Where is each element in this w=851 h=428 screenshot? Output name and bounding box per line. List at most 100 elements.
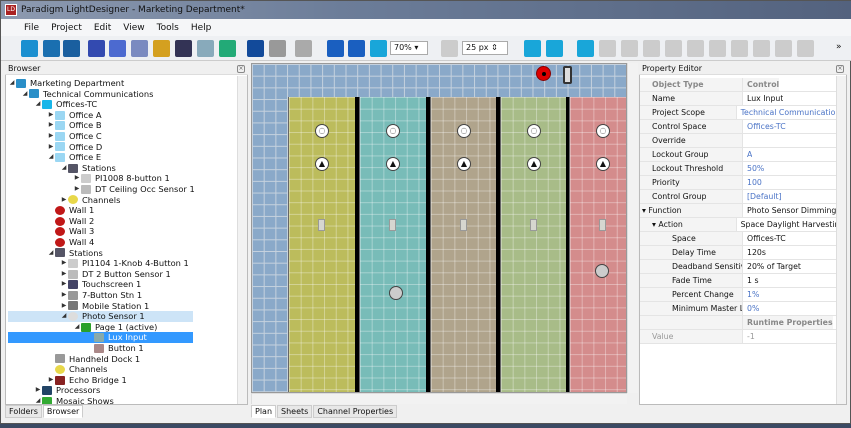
tree-item[interactable]: ◢ Photo Sensor 1 xyxy=(8,311,193,322)
connect-icon[interactable] xyxy=(175,40,192,57)
collapse-arrow-icon[interactable]: ◢ xyxy=(22,89,28,97)
menu-file[interactable]: File xyxy=(24,22,40,33)
property-value[interactable]: 20% of Target xyxy=(747,262,801,271)
l-shape-icon[interactable] xyxy=(687,40,704,57)
menu-edit[interactable]: Edit xyxy=(93,22,112,33)
tab-sheets[interactable]: Sheets xyxy=(277,405,313,418)
grid-size-spinner[interactable]: 25 px ⇕ xyxy=(462,41,508,55)
menu-view[interactable]: View xyxy=(123,22,145,33)
expand-arrow-icon[interactable]: ▶ xyxy=(61,259,67,267)
expand-arrow-icon[interactable]: ▶ xyxy=(35,386,41,394)
collapse-arrow-icon[interactable]: ◢ xyxy=(61,312,67,320)
tree-item[interactable]: ▶ Office A xyxy=(8,110,102,121)
room[interactable] xyxy=(569,97,626,392)
tree-item[interactable]: Wall 2 xyxy=(8,216,94,227)
tab-plan[interactable]: Plan xyxy=(251,405,277,418)
plan-horizontal-scrollbar[interactable] xyxy=(251,393,627,404)
property-value[interactable]: 0% xyxy=(747,304,760,313)
property-value[interactable]: [Default] xyxy=(747,192,782,201)
tree-item[interactable]: ◢ Page 1 (active) xyxy=(8,322,158,333)
photo-sensor-icon[interactable] xyxy=(389,286,403,300)
light-fixture-icon[interactable]: ◌ xyxy=(386,124,400,138)
property-value[interactable]: Technical Communications xyxy=(740,108,837,117)
keypad-station-icon[interactable] xyxy=(460,219,467,231)
tree-item[interactable]: ▶ 7-Button Stn 1 xyxy=(8,290,142,301)
save-icon[interactable] xyxy=(63,40,80,57)
octagon-icon[interactable] xyxy=(753,40,770,57)
grid-icon[interactable] xyxy=(441,40,458,57)
close-icon[interactable]: × xyxy=(237,65,245,73)
property-row[interactable]: Priority 100 xyxy=(640,176,837,190)
tree-item[interactable]: ◢ Office E xyxy=(8,152,101,163)
rotate-space-icon[interactable] xyxy=(577,40,594,57)
tree-item[interactable]: ▶ DT Ceiling Occ Sensor 1 xyxy=(8,184,195,195)
script-icon[interactable] xyxy=(153,40,170,57)
property-row[interactable]: Lockout Threshold 50% xyxy=(640,162,837,176)
expand-arrow-icon[interactable]: ▶ xyxy=(61,195,67,203)
wall[interactable] xyxy=(496,97,500,392)
expand-arrow-icon[interactable]: ▶ xyxy=(48,375,54,383)
keypad-station-icon[interactable] xyxy=(530,219,537,231)
add-point-icon[interactable] xyxy=(775,40,792,57)
zoom-out-icon[interactable] xyxy=(327,40,344,57)
light-fixture-icon[interactable]: ◌ xyxy=(527,124,541,138)
collapse-arrow-icon[interactable]: ▾ xyxy=(652,220,659,229)
schedule-icon[interactable] xyxy=(131,40,148,57)
property-row[interactable]: Delay Time 120s xyxy=(640,246,837,260)
property-value[interactable]: 100 xyxy=(747,178,762,187)
tree-item[interactable]: ▶ Touchscreen 1 xyxy=(8,279,142,290)
tree-item[interactable]: Wall 3 xyxy=(8,226,94,237)
property-row[interactable]: Lockout Group A xyxy=(640,148,837,162)
property-row[interactable]: ▾ Action Space Daylight Harvesting xyxy=(640,218,837,232)
menu-help[interactable]: Help xyxy=(190,22,212,33)
collapse-arrow-icon[interactable]: ◢ xyxy=(35,100,41,108)
zoom-combo[interactable]: 70% ▾ xyxy=(390,41,428,55)
zoom-in-icon[interactable] xyxy=(348,40,365,57)
occupancy-sensor-icon[interactable]: ▲ xyxy=(386,157,400,171)
room[interactable] xyxy=(500,97,566,392)
tree-item[interactable]: ▶ Channels xyxy=(8,195,121,206)
property-value[interactable]: Runtime Properties xyxy=(743,316,833,329)
collapse-arrow-icon[interactable]: ◢ xyxy=(35,397,41,404)
light-fixture-icon[interactable]: ◌ xyxy=(457,124,471,138)
copy-space-icon[interactable] xyxy=(599,40,616,57)
tree-item[interactable]: Lux Input xyxy=(8,332,193,343)
property-row[interactable]: Control Group [Default] xyxy=(640,190,837,204)
wall[interactable] xyxy=(426,97,430,392)
menu-project[interactable]: Project xyxy=(51,22,82,33)
undo-icon[interactable] xyxy=(247,40,264,57)
pentagon-icon[interactable] xyxy=(731,40,748,57)
expand-arrow-icon[interactable]: ▶ xyxy=(61,301,67,309)
property-row[interactable]: Deadband Sensitivity 20% of Target xyxy=(640,260,837,274)
property-row[interactable]: Name Lux Input xyxy=(640,92,837,106)
tree-item[interactable]: ▶ Mobile Station 1 xyxy=(8,301,150,312)
property-value[interactable]: -1 xyxy=(747,332,755,341)
expand-arrow-icon[interactable]: ▶ xyxy=(61,280,67,288)
property-row[interactable]: Value -1 xyxy=(640,330,837,344)
property-value[interactable]: 1 s xyxy=(747,276,759,285)
property-value[interactable]: Offices-TC xyxy=(747,122,786,131)
occupancy-sensor-icon[interactable]: ▲ xyxy=(596,157,610,171)
tree-item[interactable]: ▶ Office B xyxy=(8,120,102,131)
plan-vertical-scrollbar[interactable] xyxy=(627,63,638,393)
tree-item[interactable]: ◢ Stations xyxy=(8,248,103,259)
menu-tools[interactable]: Tools xyxy=(156,22,179,33)
collapse-arrow-icon[interactable]: ◢ xyxy=(74,322,80,330)
property-row[interactable]: Object Type Control xyxy=(640,78,837,92)
occ-sensor-icon[interactable] xyxy=(595,264,609,278)
property-value[interactable]: Photo Sensor Dimming xyxy=(747,206,837,215)
property-row[interactable]: Project Scope Technical Communications xyxy=(640,106,837,120)
occupancy-sensor-icon[interactable]: ▲ xyxy=(527,157,541,171)
new-icon[interactable] xyxy=(21,40,38,57)
property-row[interactable]: Percent Change 1% xyxy=(640,288,837,302)
expand-arrow-icon[interactable]: ▶ xyxy=(61,291,67,298)
room[interactable] xyxy=(430,97,496,392)
tree-item[interactable]: ◢ Marketing Department xyxy=(8,78,125,89)
rectangle-icon[interactable] xyxy=(621,40,638,57)
tree-item[interactable]: Wall 1 xyxy=(8,205,94,216)
l-shape-icon[interactable] xyxy=(665,40,682,57)
tree-item[interactable]: ▶ Processors xyxy=(8,385,101,396)
wall-station-icon[interactable] xyxy=(536,66,551,81)
delete-icon[interactable] xyxy=(295,40,312,57)
property-value[interactable]: 50% xyxy=(747,164,765,173)
